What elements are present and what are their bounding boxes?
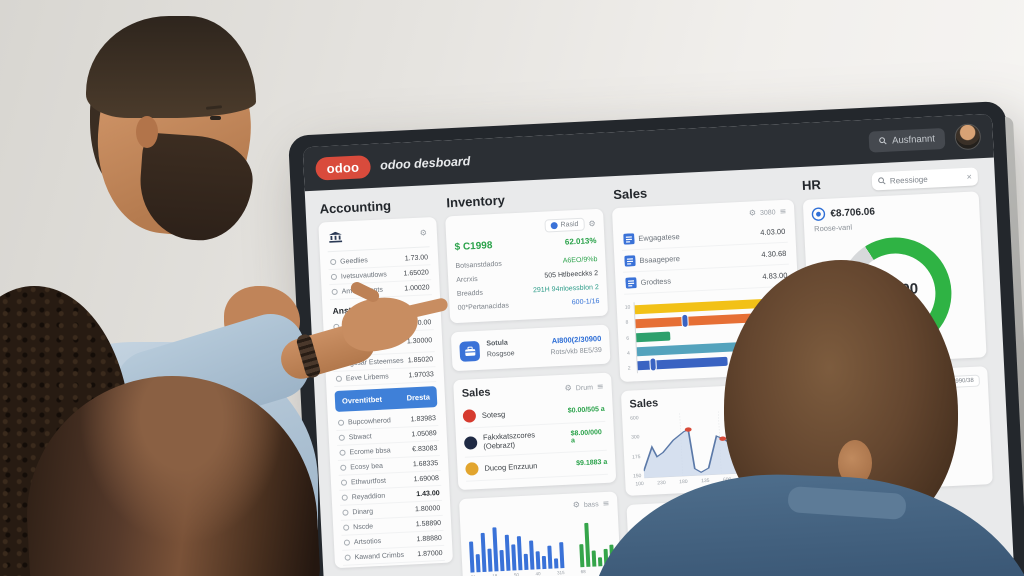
user-avatar[interactable]: [954, 123, 982, 151]
hr-search-input[interactable]: Reessioge ×: [871, 167, 979, 191]
chart-marker: [719, 436, 727, 441]
status-dot-icon: [465, 462, 479, 476]
briefcase-icon: [459, 340, 481, 362]
target-icon: [811, 207, 826, 221]
chart-marker: [685, 427, 692, 432]
accounting-list-top: Geedlies1.73.00Ivetsuvautlows1.65020Amor…: [327, 250, 432, 301]
gear-icon[interactable]: ⚙: [572, 500, 581, 510]
row-bullet-icon: [330, 258, 337, 266]
status-dot-icon: [462, 409, 477, 423]
menu-icon[interactable]: ≡: [596, 381, 604, 392]
sales-list-title: Sales: [461, 386, 491, 400]
inventory-amount: $ C1998: [454, 240, 493, 253]
inventory-percent: 62.013%: [564, 236, 597, 247]
search-icon: [878, 177, 886, 185]
close-icon[interactable]: ×: [966, 171, 973, 182]
list-item[interactable]: Grodtess 4.83.00: [623, 264, 790, 295]
status-dot-icon: [463, 435, 478, 450]
bar-marker: [649, 357, 658, 372]
topbar-search-input[interactable]: Ausfnannt: [868, 127, 946, 153]
list-item[interactable]: Ewgagatese 4.03.00: [620, 220, 788, 251]
sales-header: Sales: [612, 185, 648, 203]
inventory-header: Inventory: [446, 192, 506, 211]
row-bullet-icon: [330, 273, 338, 281]
filter-dot-icon: [550, 221, 558, 230]
presenter-hair: [86, 16, 256, 118]
app-title: odoo desboard: [379, 154, 471, 173]
sales-list: Sotesg $0.00/505 a Fakxkatszcores (Oebrazt…: [462, 397, 608, 482]
row-bullet-icon: [343, 539, 351, 546]
list-item[interactable]: Bsaagepere 4.30.68: [622, 242, 789, 273]
gear-icon[interactable]: ⚙: [588, 218, 596, 228]
gear-icon[interactable]: ⚙: [419, 227, 428, 238]
row-bullet-icon: [340, 464, 347, 471]
sales-line-title: Sales: [629, 397, 659, 411]
sales-metric-list: Ewgagatese 4.03.00 Bsaagepere 4.30.68 Grodte…: [620, 220, 790, 295]
mini-bar-charts-card: ⚙bass≡ 01185040315: [458, 491, 645, 576]
accounting-header: Accounting: [319, 198, 392, 217]
row-bullet-icon: [331, 288, 338, 296]
presenter-eye: [210, 116, 221, 120]
hr-amount: €8.706.06: [830, 205, 876, 220]
hr-header: HR: [801, 176, 822, 193]
document-icon: [623, 233, 635, 245]
row-bullet-icon: [338, 434, 345, 441]
inventory-filter-button[interactable]: Rasid: [544, 217, 585, 233]
presenter-ear: [136, 116, 158, 148]
row-bullet-icon: [341, 494, 348, 501]
mini-bar-chart-blue: 01185040315: [468, 516, 565, 576]
search-icon: [879, 137, 887, 145]
bar: [636, 356, 729, 372]
accounting-list-bottom: Bupcowherod 1.83983 Sbwact 1.05089 Ecrome bb…: [335, 411, 445, 566]
gear-icon[interactable]: ⚙: [748, 208, 757, 218]
bank-icon: [328, 231, 343, 243]
top-navbar: odoo odoo desboard Ausfnannt: [302, 113, 994, 192]
accounting-selected-row[interactable]: Ovrentitbet Dresta: [334, 386, 438, 413]
hr-gauge-card: €8.706.06 Roose-vanl $12.00 2010: [802, 191, 987, 366]
row-bullet-icon: [342, 509, 349, 516]
row-bullet-icon: [337, 419, 345, 426]
row-bullet-icon: [335, 375, 343, 382]
row-bullet-icon: [340, 479, 348, 486]
document-icon: [624, 255, 636, 267]
bar-marker: [681, 313, 689, 328]
row-bullet-icon: [339, 449, 346, 456]
menu-icon[interactable]: ≡: [602, 498, 610, 509]
document-icon: [625, 277, 637, 289]
accounting-card: ⚙ Geedlies1.73.00Ivetsuvautlows1.65020Am…: [318, 216, 454, 569]
menu-icon[interactable]: ≡: [779, 206, 787, 217]
row-bullet-icon: [343, 524, 350, 531]
sales-list-card: Sales ⚙ Drum ≡ Sotesg $0.00/505 a Fakxkatszc…: [453, 372, 617, 491]
inventory-card: Rasid ⚙ $ C1998 62.013% Botsanstdados A6E…: [445, 208, 609, 324]
column-accounting: Accounting ⚙ Geedlies 1.73.00 Ivetsuvautlo…: [317, 194, 455, 576]
gear-icon[interactable]: ⚙: [564, 383, 573, 393]
bar: [635, 331, 671, 343]
odoo-logo: odoo: [315, 154, 371, 181]
column-inventory: Inventory Rasid ⚙ $ C1998 62.013%: [444, 186, 645, 576]
inventory-subcard[interactable]: Sotula Rosgsoe AI800(2/30900 Rots/vkb 8E5/…: [450, 324, 611, 372]
sales-hbar-card: ⚙ 3080 ≡ Ewgagatese 4.03.00 Bsaagepere 4.30.6…: [611, 199, 803, 383]
row-bullet-icon: [344, 554, 351, 561]
inventory-list: Botsanstdados A6EO/9%b Arcrxis 505 Htlbeeck…: [455, 252, 600, 315]
